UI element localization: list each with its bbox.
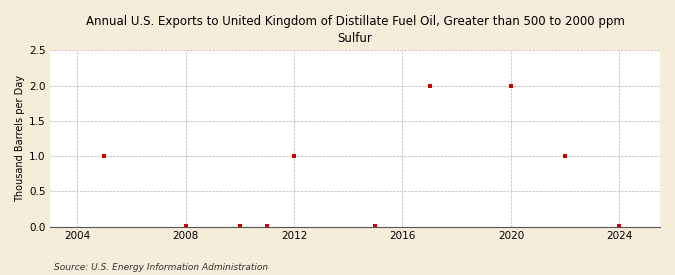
- Title: Annual U.S. Exports to United Kingdom of Distillate Fuel Oil, Greater than 500 t: Annual U.S. Exports to United Kingdom of…: [86, 15, 624, 45]
- Y-axis label: Thousand Barrels per Day: Thousand Barrels per Day: [15, 75, 25, 202]
- Text: Source: U.S. Energy Information Administration: Source: U.S. Energy Information Administ…: [54, 263, 268, 272]
